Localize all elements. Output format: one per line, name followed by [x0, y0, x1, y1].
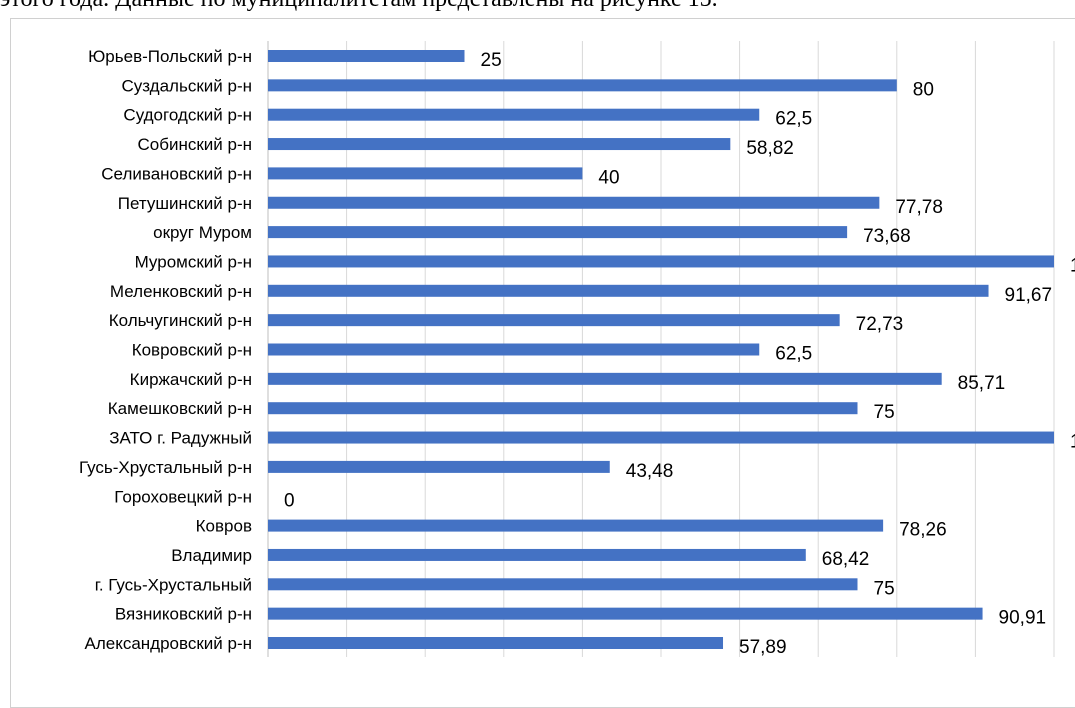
data-label: 75: [874, 578, 895, 599]
category-label: Ковров: [196, 517, 252, 536]
bar-chart: Юрьев-Польский р-н Суздальский р-н Судогод…: [79, 41, 1075, 658]
category-labels: Юрьев-Польский р-н Суздальский р-н Судогод…: [79, 47, 252, 653]
category-label: г. Гусь-Хрустальный: [95, 575, 252, 594]
category-label: Меленковский р-н: [110, 282, 252, 301]
data-label: 100: [1070, 255, 1075, 276]
category-label: Камешковский р-н: [108, 399, 252, 418]
bar: [268, 167, 583, 180]
bar: [268, 431, 1054, 444]
data-label: 78,26: [899, 520, 947, 541]
bar: [268, 402, 858, 415]
category-label: Гороховецкий р-н: [114, 487, 252, 506]
category-label: Суздальский р-н: [121, 76, 252, 95]
category-label: Киржачский р-н: [130, 370, 252, 389]
data-label: 80: [913, 79, 934, 100]
bar: [268, 460, 610, 473]
header-text: этого года. Данные по муниципалитетам пр…: [0, 0, 718, 13]
bar: [268, 79, 897, 92]
bar: [268, 196, 880, 209]
category-label: Вязниковский р-н: [115, 605, 252, 624]
data-label: 77,78: [895, 197, 943, 218]
data-label: 40: [598, 167, 619, 188]
data-label: 68,42: [822, 549, 870, 570]
data-label: 72,73: [856, 314, 904, 335]
data-label: 85,71: [958, 373, 1006, 394]
category-label: ЗАТО г. Радужный: [109, 429, 252, 448]
bar: [268, 578, 858, 591]
data-label: 73,68: [863, 226, 911, 247]
bar: [268, 226, 848, 239]
data-label: 91,67: [1005, 285, 1053, 306]
data-label: 43,48: [626, 461, 674, 482]
bar: [268, 138, 731, 151]
bar: [268, 284, 989, 297]
data-label: 58,82: [746, 138, 794, 159]
header-strip: этого года. Данные по муниципалитетам пр…: [0, 0, 1075, 14]
category-label: Владимир: [171, 546, 252, 565]
category-label: Муромский р-н: [135, 252, 252, 271]
bar: [268, 255, 1054, 268]
data-label: 90,91: [999, 608, 1047, 629]
category-label: Гусь-Хрустальный р-н: [79, 458, 252, 477]
bar: [268, 607, 983, 620]
value-labels: 25 80 62,5 58,82 40 77,78 73,68 100 91,67 72,73 62…: [284, 50, 1075, 658]
data-label: 0: [284, 490, 295, 511]
bar: [268, 50, 465, 62]
bar: [268, 519, 884, 532]
category-label: Александровский р-н: [84, 634, 252, 653]
bar: [268, 548, 806, 561]
bars: [268, 50, 1054, 649]
category-label: Селивановский р-н: [101, 164, 252, 183]
data-label: 75: [874, 402, 895, 423]
category-label: округ Муром: [153, 223, 252, 242]
bar: [268, 372, 942, 385]
bar: [268, 637, 724, 649]
data-label: 57,89: [739, 637, 787, 658]
category-label: Кольчугинский р-н: [109, 311, 252, 330]
category-label: Петушинский р-н: [118, 194, 252, 213]
data-label: 62,5: [775, 109, 812, 130]
bar: [268, 314, 840, 327]
category-label: Судогодский р-н: [123, 106, 252, 125]
bar: [268, 108, 760, 121]
category-label: Собинский р-н: [137, 135, 252, 154]
data-label: 100: [1070, 432, 1075, 453]
category-label: Ковровский р-н: [132, 341, 252, 360]
bar: [268, 343, 760, 356]
data-label: 25: [481, 50, 502, 71]
category-label: Юрьев-Польский р-н: [88, 47, 252, 66]
data-label: 62,5: [775, 344, 812, 365]
